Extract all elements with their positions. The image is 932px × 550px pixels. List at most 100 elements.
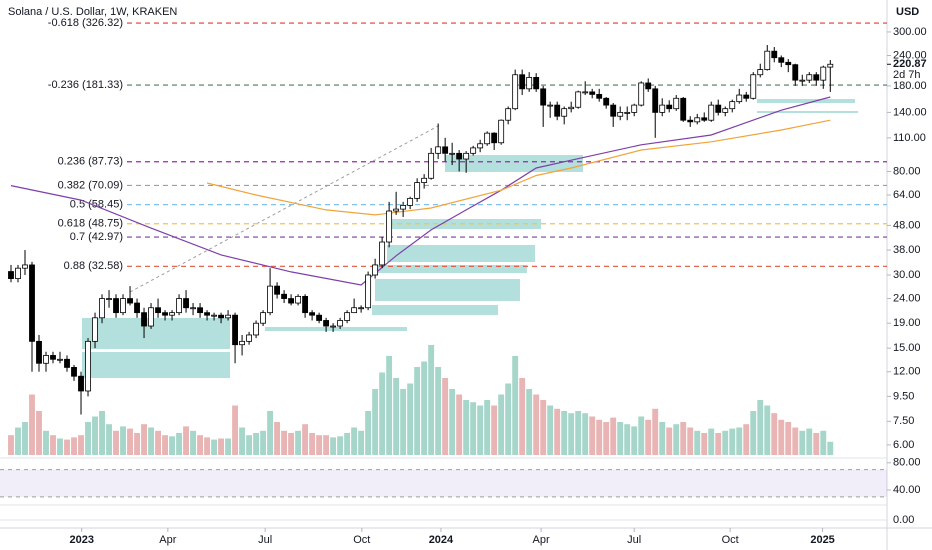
volume-bar xyxy=(211,439,218,455)
y-tick-label: 6.00 xyxy=(893,439,914,451)
moving-average xyxy=(206,119,831,216)
candle-body xyxy=(645,82,652,90)
candle-body xyxy=(722,108,729,113)
currency-label: USD xyxy=(896,6,919,18)
candle-body xyxy=(183,298,189,309)
volume-bar xyxy=(253,433,260,455)
candle-body xyxy=(288,298,295,304)
candle-body xyxy=(29,264,35,342)
volume-bar xyxy=(715,433,722,455)
candle-body xyxy=(498,119,505,144)
volume-bar xyxy=(246,435,253,455)
zone xyxy=(265,327,407,331)
y-tick-label: 240.00 xyxy=(893,49,927,61)
y-tick-label: 64.00 xyxy=(893,189,921,201)
candle-body xyxy=(617,111,624,117)
volume-bar xyxy=(204,437,211,455)
volume-bar xyxy=(309,433,316,455)
candle-body xyxy=(302,295,309,314)
volume-bar xyxy=(78,435,84,455)
fib-label: 0.7 (42.97) xyxy=(70,231,123,243)
y-tick-label: 48.00 xyxy=(893,219,921,231)
volume-bar xyxy=(533,394,540,455)
candle-body xyxy=(190,307,196,310)
volume-bar xyxy=(379,372,386,455)
countdown: 2d 7h xyxy=(893,69,921,81)
last-price-label: 220.87 xyxy=(893,58,927,70)
candle-body xyxy=(785,61,792,66)
candle-body xyxy=(78,375,84,392)
volume-bar xyxy=(372,389,379,455)
volume-bar xyxy=(652,408,659,455)
volume-bar xyxy=(631,426,638,455)
candle-body xyxy=(15,267,21,279)
volume-bar xyxy=(99,411,105,455)
x-tick-label: Oct xyxy=(353,534,370,546)
volume-bar xyxy=(232,405,239,455)
candle-body xyxy=(421,177,428,183)
candle-body xyxy=(57,358,63,361)
volume-bar xyxy=(547,405,554,455)
candle-body xyxy=(358,307,365,310)
zone xyxy=(757,111,858,113)
volume-bar xyxy=(190,430,196,455)
volume-bar xyxy=(71,437,77,455)
volume-bar xyxy=(708,428,715,455)
volume-bar xyxy=(393,378,400,455)
candle-body xyxy=(351,307,358,314)
candle-body xyxy=(694,117,701,123)
candle-body xyxy=(533,77,540,90)
y-tick-label: 300.00 xyxy=(893,26,927,38)
volume-bar xyxy=(596,419,603,455)
volume-bar xyxy=(449,389,456,455)
candle-body xyxy=(379,241,386,266)
volume-bar xyxy=(435,367,442,455)
candle-body xyxy=(470,147,477,154)
candle-body xyxy=(610,104,617,117)
rsi-tick-label: 80.00 xyxy=(893,457,921,469)
y-tick-label: 30.00 xyxy=(893,269,921,281)
volume-bar xyxy=(526,389,533,455)
volume-bar xyxy=(799,430,806,455)
volume-bar xyxy=(771,413,778,455)
candle-body xyxy=(757,69,764,76)
candle-body xyxy=(477,143,484,149)
volume-bar xyxy=(183,426,189,455)
candle-body xyxy=(715,104,722,113)
volume-bar xyxy=(22,422,28,455)
volume-bar xyxy=(302,424,309,455)
volume-bar xyxy=(645,419,652,455)
candle-body xyxy=(519,74,526,90)
x-tick-label: Apr xyxy=(533,534,550,546)
candle-body xyxy=(197,307,203,314)
candle-body xyxy=(64,358,70,368)
candle-body xyxy=(225,314,231,319)
volume-bar xyxy=(127,428,133,455)
candle-body xyxy=(820,66,827,81)
volume-bar xyxy=(694,430,701,455)
candle-body xyxy=(589,91,596,95)
candle-body xyxy=(596,94,603,99)
volume-bar xyxy=(736,427,743,455)
volume-bar xyxy=(666,427,673,455)
volume-bar xyxy=(141,424,147,455)
candle-body xyxy=(582,91,589,94)
volume-bar xyxy=(582,413,589,455)
y-tick-label: 15.00 xyxy=(893,342,921,354)
zone xyxy=(372,305,498,315)
candle-body xyxy=(113,298,119,314)
candle-body xyxy=(99,298,105,319)
volume-bar xyxy=(344,433,351,455)
volume-bar xyxy=(764,405,771,455)
candle-body xyxy=(365,274,372,309)
y-tick-label: 7.50 xyxy=(893,415,914,427)
volume-bar xyxy=(519,378,526,455)
candle-body xyxy=(316,314,323,321)
candle-body xyxy=(127,298,133,304)
volume-bar xyxy=(757,400,764,455)
zone xyxy=(378,265,527,273)
x-tick-label: Apr xyxy=(159,534,176,546)
candle-body xyxy=(428,152,435,179)
volume-bar xyxy=(57,438,63,455)
volume-bar xyxy=(813,433,820,455)
